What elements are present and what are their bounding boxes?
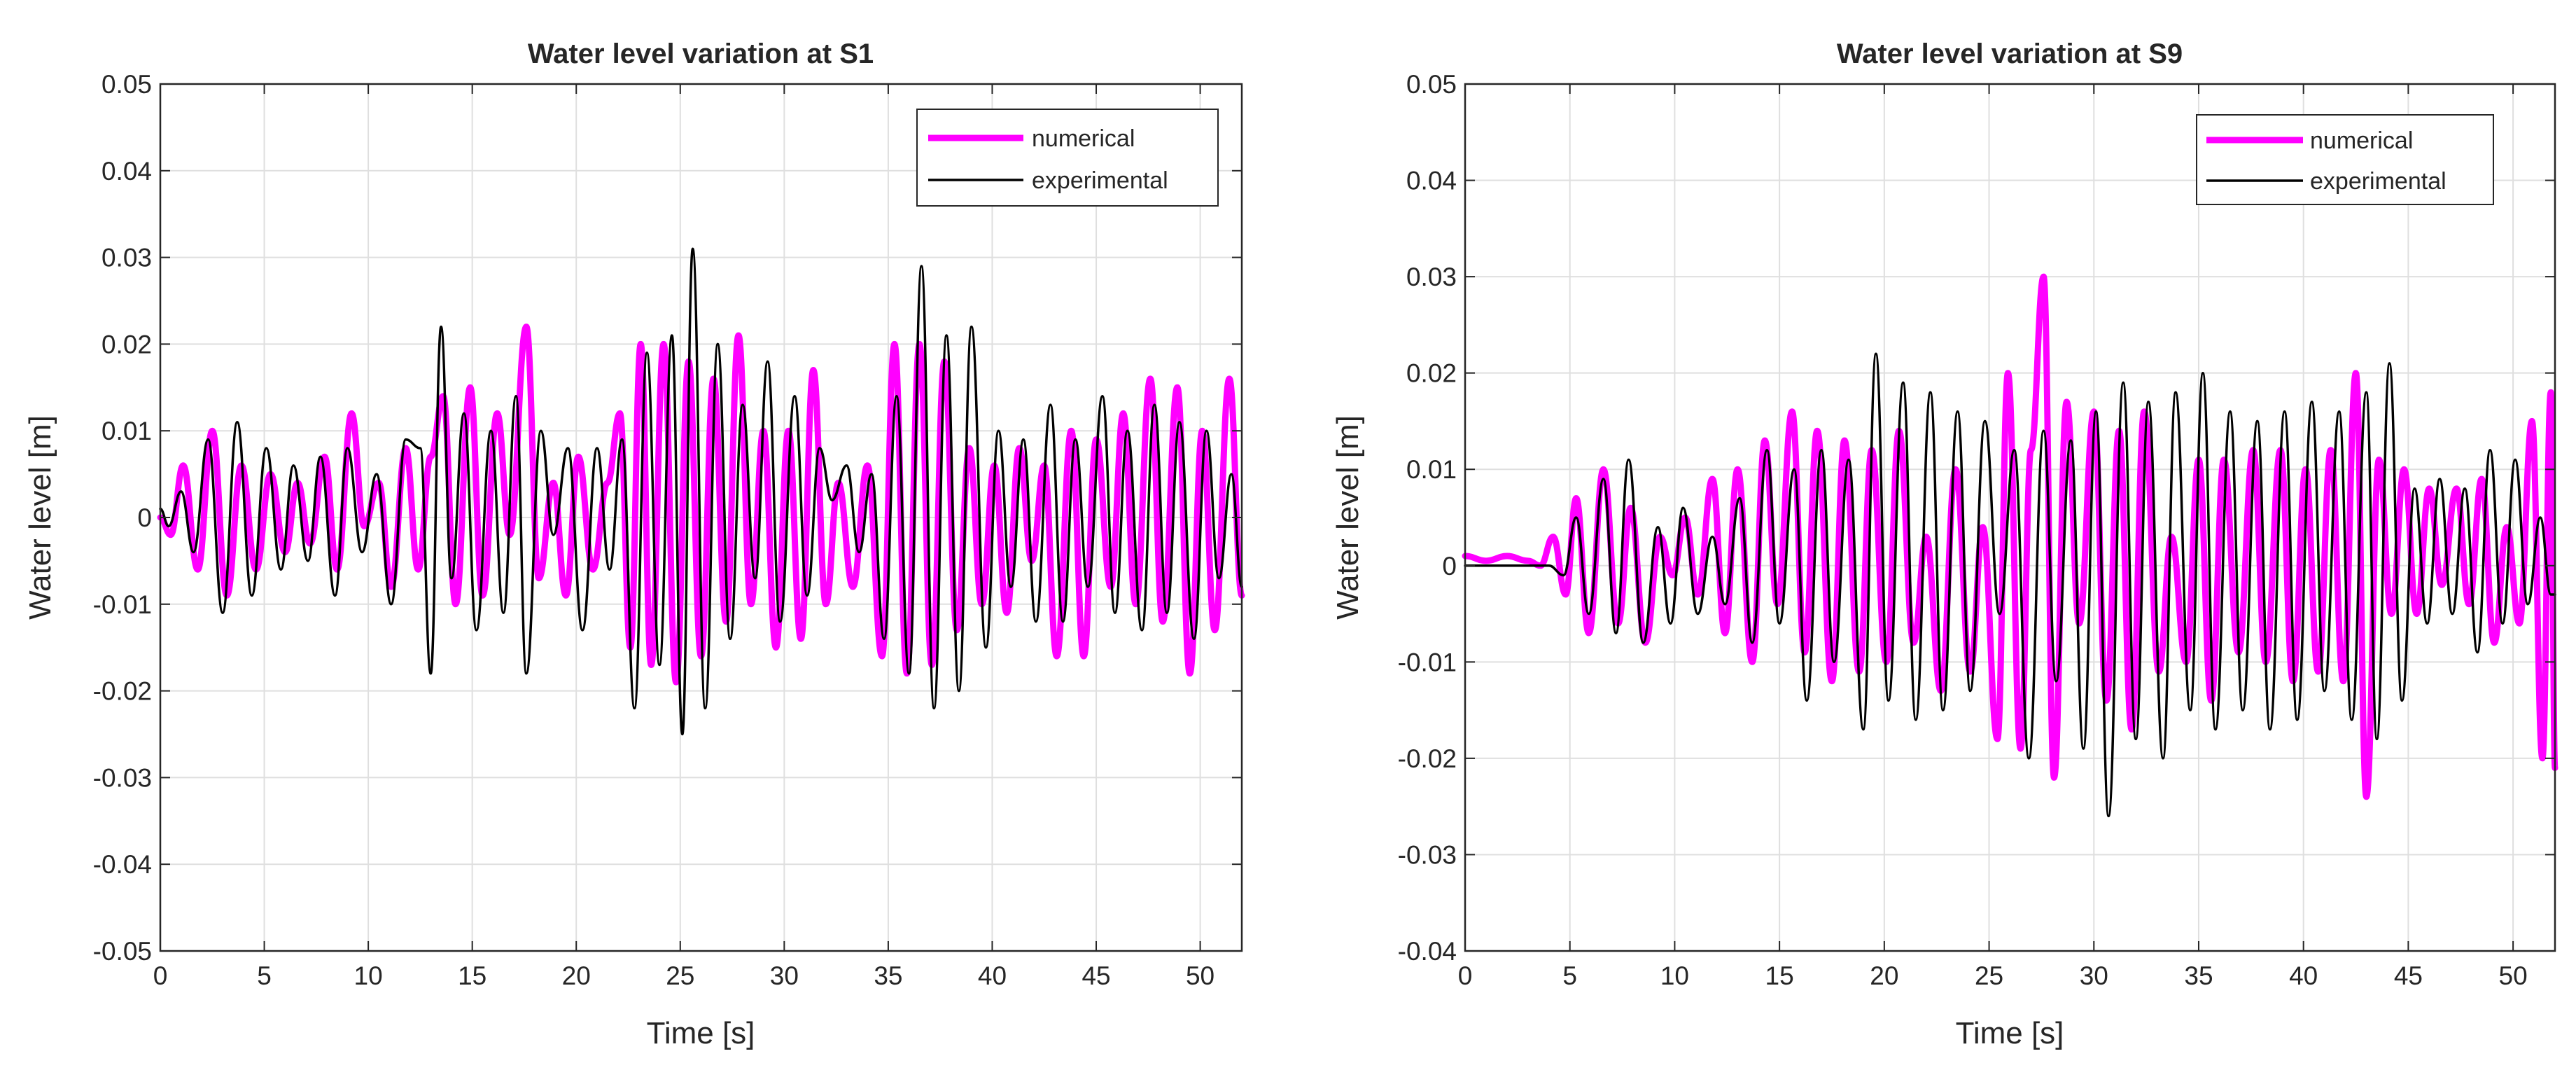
- y-tick-label: -0.01: [1398, 648, 1457, 676]
- y-tick-label: 0.03: [102, 244, 152, 272]
- y-axis-label: Water level [m]: [23, 415, 57, 620]
- x-axis-label: Time [s]: [647, 1016, 755, 1050]
- y-tick-label: -0.04: [1398, 937, 1457, 966]
- axis-ticks-s9: 0 5 10 15 20 25 30 35 40 45 50 -0.04 -0.03 -0.02 -0.01…: [1398, 70, 2555, 990]
- legend-label-numerical: numerical: [2310, 127, 2413, 154]
- x-tick-label: 10: [1660, 961, 1689, 990]
- y-tick-label: 0: [137, 503, 152, 532]
- chart-title: Water level variation at S9: [1837, 39, 2183, 69]
- y-tick-label: -0.01: [93, 590, 152, 619]
- x-tick-label: 45: [1082, 961, 1110, 990]
- x-axis-label: Time [s]: [1956, 1016, 2064, 1050]
- x-tick-label: 50: [2499, 961, 2528, 990]
- x-tick-label: 5: [1562, 961, 1577, 990]
- plot-area-s1: [157, 247, 1245, 736]
- x-tick-label: 10: [354, 961, 383, 990]
- y-tick-label: -0.05: [93, 937, 152, 966]
- x-tick-label: 20: [562, 961, 591, 990]
- x-tick-label: 15: [1765, 961, 1794, 990]
- y-tick-label: -0.03: [93, 763, 152, 792]
- legend-s9: numerical experimental: [2196, 114, 2494, 205]
- legend-label-experimental: experimental: [2310, 168, 2446, 195]
- y-tick-label: 0: [1442, 552, 1457, 581]
- y-tick-label: 0.02: [1406, 359, 1457, 388]
- x-tick-label: 50: [1186, 961, 1214, 990]
- x-tick-label: 30: [770, 961, 799, 990]
- x-tick-label: 45: [2394, 961, 2423, 990]
- y-tick-label: 0.05: [1406, 70, 1457, 99]
- y-tick-label: 0.02: [102, 330, 152, 359]
- x-tick-label: 35: [2184, 961, 2213, 990]
- y-tick-label: 0.05: [102, 70, 152, 99]
- y-tick-label: 0.04: [1406, 167, 1457, 195]
- y-axis-label: Water level [m]: [1331, 415, 1365, 620]
- x-tick-label: 25: [666, 961, 694, 990]
- x-tick-label: 0: [1458, 961, 1473, 990]
- x-tick-label: 40: [2289, 961, 2318, 990]
- y-tick-label: 0.01: [102, 417, 152, 445]
- series-line-experimental: [1464, 352, 2556, 818]
- y-tick-label: 0.01: [1406, 455, 1457, 484]
- series-line-experimental: [159, 247, 1243, 736]
- x-tick-label: 35: [874, 961, 902, 990]
- x-tick-label: 40: [978, 961, 1007, 990]
- y-tick-label: -0.02: [93, 677, 152, 706]
- x-tick-label: 5: [257, 961, 272, 990]
- legend-label-numerical: numerical: [1032, 125, 1135, 152]
- y-tick-label: 0.03: [1406, 263, 1457, 291]
- plot-area-s9: [1462, 273, 2558, 818]
- legend-label-experimental: experimental: [1032, 167, 1168, 194]
- y-tick-label: -0.03: [1398, 840, 1457, 869]
- chart-s1: 0 5 10 15 20 25 30 35 40 45 50 -0.05 -0.04 -0.03 -0.02…: [23, 39, 1245, 1050]
- x-tick-label: 30: [2080, 961, 2108, 990]
- series-line-numerical: [1462, 273, 2558, 800]
- y-tick-label: 0.04: [102, 157, 152, 186]
- chart-s9: 0 5 10 15 20 25 30 35 40 45 50 -0.04 -0.03 -0.02 -0.01…: [1331, 39, 2558, 1050]
- legend-s1: numerical experimental: [916, 109, 1219, 207]
- chart-title: Water level variation at S1: [528, 39, 874, 69]
- x-tick-label: 15: [458, 961, 486, 990]
- x-tick-label: 20: [1870, 961, 1898, 990]
- y-tick-label: -0.02: [1398, 744, 1457, 773]
- axis-ticks-s1: 0 5 10 15 20 25 30 35 40 45 50 -0.05 -0.04 -0.03 -0.02…: [93, 70, 1242, 990]
- x-tick-label: 0: [153, 961, 168, 990]
- x-tick-label: 25: [1975, 961, 2003, 990]
- y-tick-label: -0.04: [93, 850, 152, 879]
